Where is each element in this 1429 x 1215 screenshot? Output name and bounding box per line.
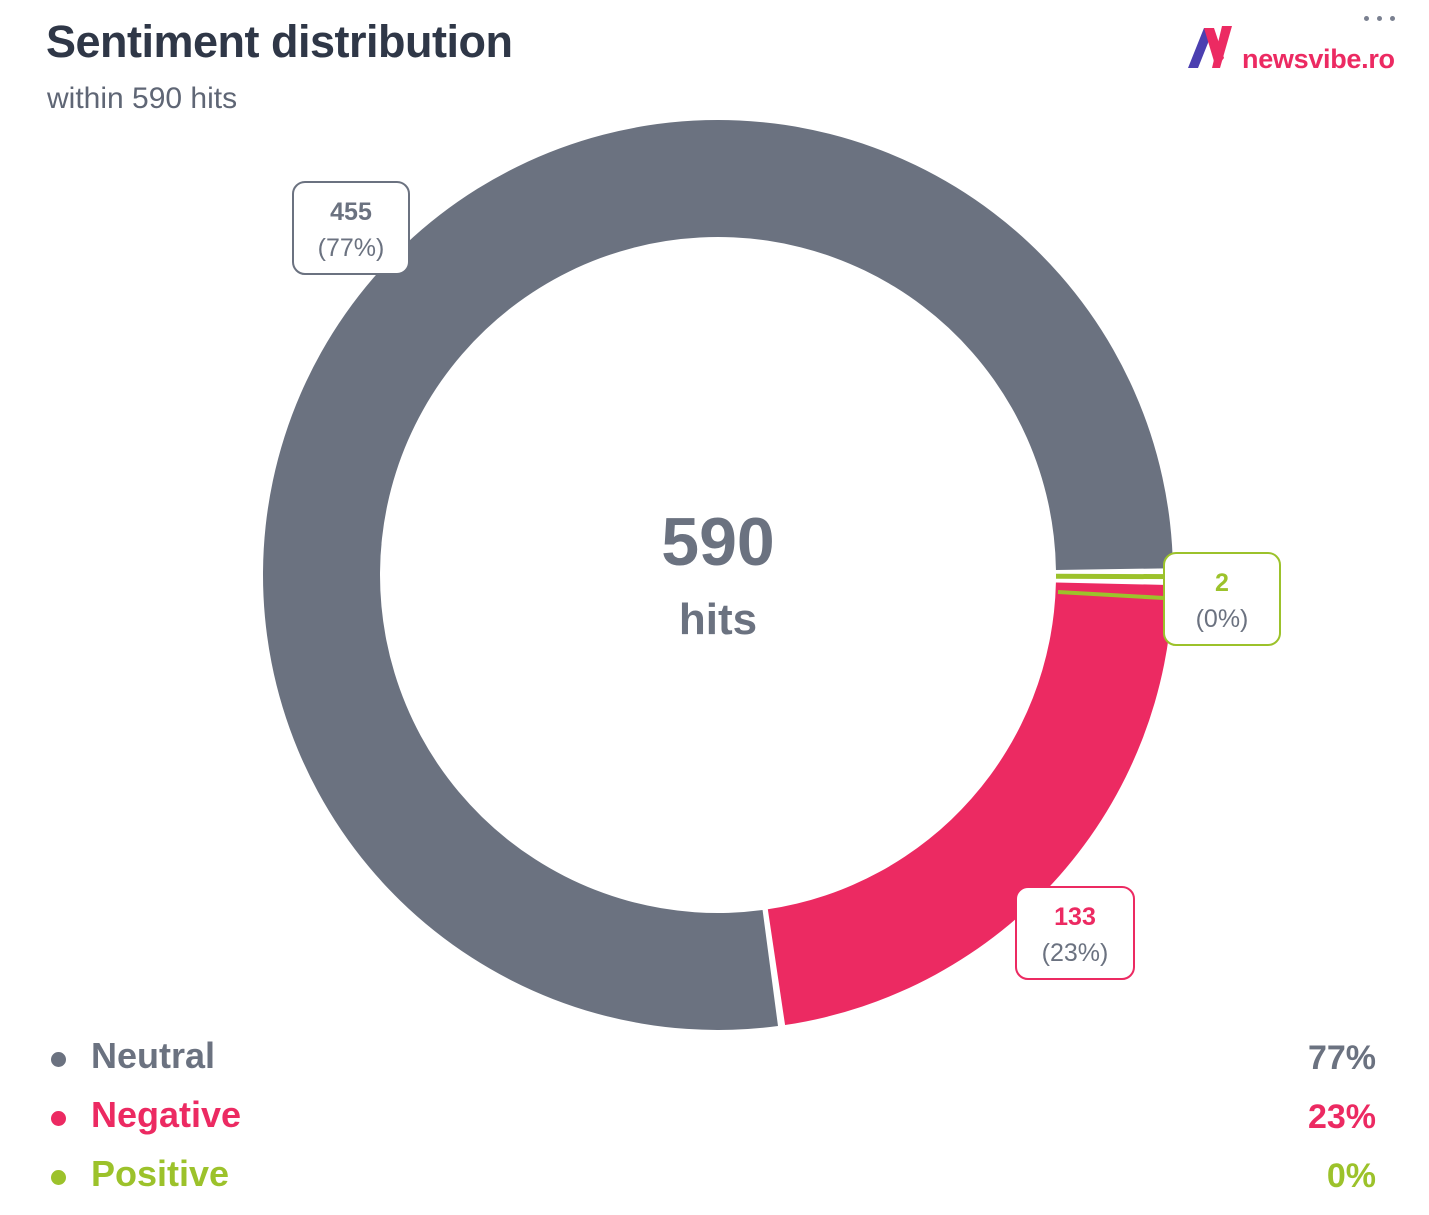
more-dots-icon	[1390, 16, 1395, 21]
callout-box	[1163, 552, 1281, 646]
data-label-value: 2	[1215, 569, 1229, 597]
logo-text: newsvibe.ro	[1242, 44, 1395, 74]
callout-box	[292, 181, 410, 275]
legend-dot	[51, 1170, 66, 1185]
legend-item-positive[interactable]: Positive 0%	[46, 1150, 1376, 1209]
newsvibe-logo: newsvibe.ro	[1186, 22, 1406, 76]
callout-connector	[1057, 590, 1165, 600]
chart-legend: Neutral 77% Negative 23% Positive 0%	[46, 1032, 1376, 1209]
legend-value: 0%	[1326, 1157, 1376, 1195]
donut-slices	[263, 120, 1174, 1030]
legend-item-negative[interactable]: Negative 23%	[46, 1091, 1376, 1150]
slice-negative[interactable]	[767, 582, 1173, 1026]
data-label-value: 133	[1054, 903, 1096, 931]
data-label-value: 455	[330, 198, 372, 226]
callout-positive: 2 (0%)	[1057, 552, 1281, 646]
legend-label: Positive	[91, 1153, 230, 1194]
more-options-button[interactable]	[1356, 6, 1406, 30]
callout-negative: 133 (23%)	[1015, 886, 1135, 980]
donut-chart: 2 (0%) 133 (23%) 455 (77%) 590 hits	[263, 120, 1281, 1030]
chart-subtitle: within 590 hits	[47, 82, 238, 115]
legend-label: Negative	[91, 1094, 242, 1135]
chart-title: Sentiment distribution	[46, 16, 513, 67]
legend-dot	[51, 1111, 66, 1126]
callout-neutral: 455 (77%)	[292, 181, 410, 275]
legend-item-neutral[interactable]: Neutral 77%	[46, 1032, 1376, 1091]
donut-callouts: 2 (0%) 133 (23%) 455 (77%)	[292, 181, 1281, 980]
legend-value: 77%	[1307, 1039, 1376, 1077]
data-label-percent: (0%)	[1196, 605, 1249, 633]
legend-dot	[51, 1052, 66, 1067]
center-total-unit: hits	[679, 595, 757, 644]
data-label-percent: (23%)	[1042, 939, 1109, 967]
data-label-percent: (77%)	[318, 234, 385, 262]
legend-value: 23%	[1307, 1098, 1376, 1136]
more-dots-icon	[1377, 16, 1382, 21]
legend-label: Neutral	[91, 1035, 216, 1076]
newsvibe-n-logo-icon	[1188, 26, 1232, 68]
callout-box	[1015, 886, 1135, 980]
more-dots-icon	[1364, 16, 1369, 21]
center-total-value: 590	[661, 504, 774, 580]
